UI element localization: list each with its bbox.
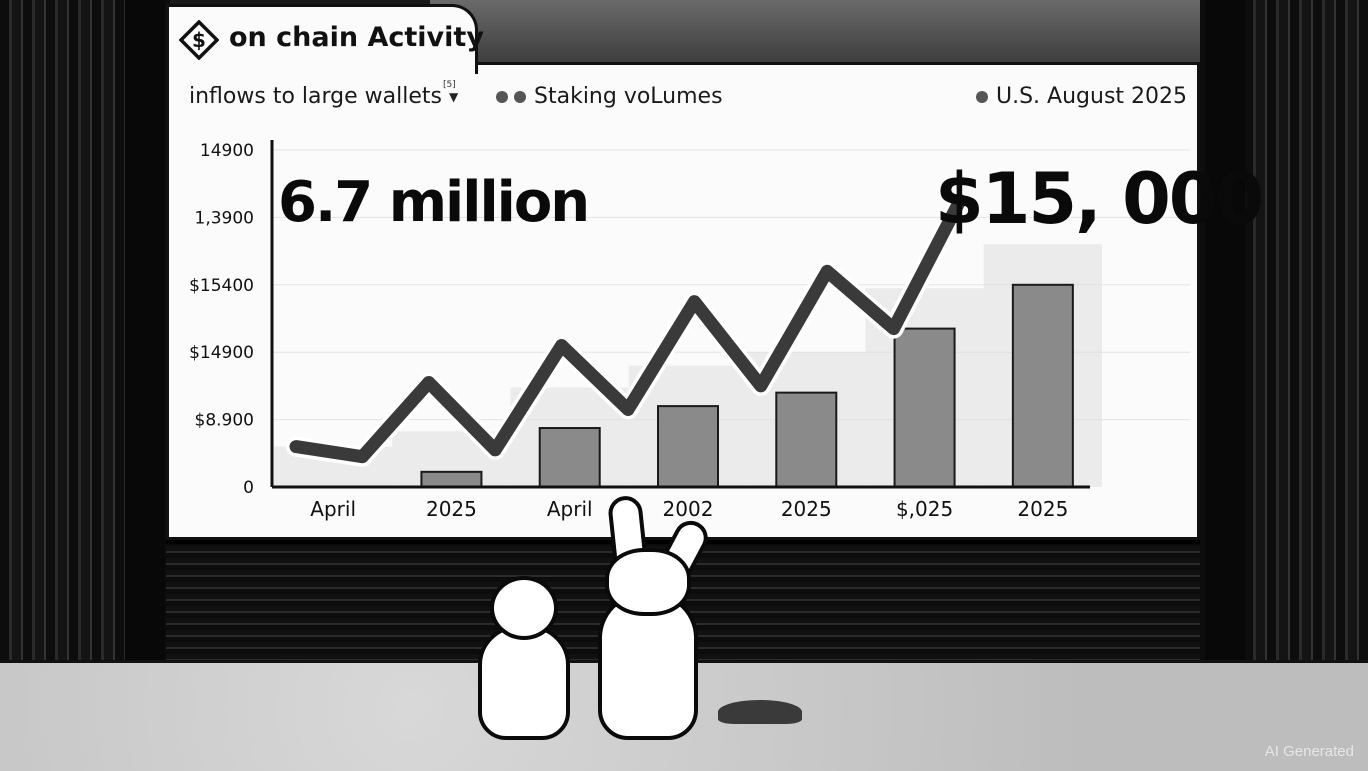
x-tick-labels: April 2025 April 2002 2025 $,025 2025 (310, 497, 1068, 521)
line-series (286, 190, 970, 467)
small-pile (718, 700, 802, 724)
line-path (289, 194, 967, 464)
x-tick-label: April (310, 497, 356, 521)
y-tick-label: $8.900 (195, 411, 254, 431)
legend-staking: Staking voLumes (534, 84, 723, 109)
axes (270, 140, 1090, 489)
legend-dot-b (514, 91, 526, 103)
legend-superscript: [5] (443, 80, 456, 90)
x-tick-label: $,025 (896, 497, 953, 521)
bar (1011, 283, 1074, 488)
y-tick-label: 1,3900 (195, 208, 254, 228)
right-post (1205, 0, 1245, 665)
x-tick-label: April (547, 497, 593, 521)
legend-inflows: inflows to large wallets (189, 84, 442, 109)
legend-us-august: U.S. August 2025 (996, 84, 1188, 109)
y-tick-label: $14900 (189, 343, 254, 363)
figure-tall-head (605, 548, 691, 616)
y-tick-labels: 0 $8.900 $14900 $15400 1,3900 14900 (189, 141, 254, 498)
chart-title: on chain Activity (229, 22, 484, 53)
figure-tall-body (598, 592, 698, 740)
svg-text:$: $ (192, 28, 206, 52)
x-tick-label: 2025 (426, 497, 477, 521)
y-tick-label: 0 (243, 478, 254, 498)
callout-left: 6.7 million (278, 170, 590, 235)
sky-strip (430, 0, 1200, 67)
bar (775, 391, 838, 489)
legend: inflows to large wallets [5] ▼ Staking v… (0, 80, 1368, 110)
x-tick-label: 2025 (1017, 497, 1068, 521)
chevron-down-icon[interactable]: ▼ (449, 90, 459, 104)
dollar-diamond-icon: $ (179, 20, 219, 60)
watermark: AI Generated (1264, 743, 1354, 760)
figure-small-body (478, 625, 570, 740)
y-tick-label: 14900 (200, 141, 254, 161)
bar (893, 327, 956, 488)
bar (657, 405, 719, 488)
figure-small-head (490, 576, 558, 640)
legend-dot-a (496, 91, 508, 103)
callout-right: $15, 000 (935, 158, 1264, 240)
bar (420, 470, 483, 488)
x-tick-label: 2002 (663, 497, 714, 521)
bar (538, 427, 601, 488)
legend-dot-c (976, 91, 988, 103)
y-tick-label: $15400 (189, 276, 254, 296)
left-post (125, 0, 165, 665)
x-tick-label: 2025 (781, 497, 832, 521)
